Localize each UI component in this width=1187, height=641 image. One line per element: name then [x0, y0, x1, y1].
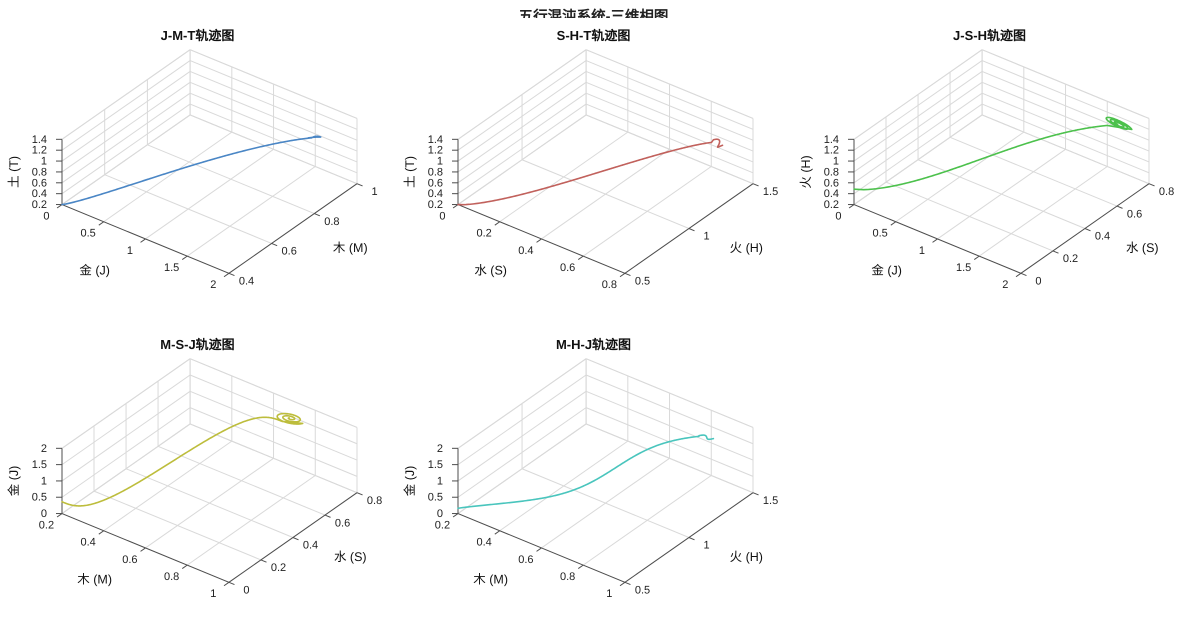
svg-text:木 (M): 木 (M): [473, 572, 508, 586]
svg-text:金 (J): 金 (J): [403, 466, 417, 497]
svg-text:1: 1: [210, 588, 216, 600]
svg-text:1: 1: [703, 540, 709, 552]
svg-text:土 (T): 土 (T): [403, 156, 417, 188]
svg-text:S-H-T轨迹图: S-H-T轨迹图: [557, 28, 631, 43]
svg-text:0.8: 0.8: [32, 166, 47, 178]
svg-text:0.4: 0.4: [239, 276, 254, 288]
svg-text:1.5: 1.5: [32, 459, 47, 471]
svg-text:0.5: 0.5: [428, 492, 443, 504]
svg-text:0.4: 0.4: [824, 188, 839, 200]
svg-text:0.2: 0.2: [428, 199, 443, 211]
svg-text:金 (J): 金 (J): [7, 466, 21, 497]
svg-text:0.5: 0.5: [873, 228, 888, 240]
svg-text:火 (H): 火 (H): [730, 550, 763, 564]
svg-text:火 (H): 火 (H): [730, 241, 763, 255]
svg-text:0: 0: [439, 210, 445, 222]
svg-text:1.4: 1.4: [824, 134, 839, 146]
svg-text:0.6: 0.6: [335, 517, 350, 529]
svg-text:0.8: 0.8: [164, 571, 179, 583]
svg-text:1: 1: [372, 186, 378, 198]
svg-text:0.5: 0.5: [32, 492, 47, 504]
svg-text:1: 1: [41, 156, 47, 168]
svg-text:0.6: 0.6: [824, 177, 839, 189]
svg-text:0.4: 0.4: [428, 188, 443, 200]
svg-text:0.8: 0.8: [324, 216, 339, 228]
svg-text:1: 1: [606, 588, 612, 600]
svg-text:水 (S): 水 (S): [1126, 241, 1159, 255]
svg-text:0.6: 0.6: [32, 177, 47, 189]
svg-text:1.2: 1.2: [824, 145, 839, 157]
svg-text:J-M-T轨迹图: J-M-T轨迹图: [161, 28, 235, 43]
svg-text:2: 2: [1002, 279, 1008, 291]
svg-text:0.8: 0.8: [367, 495, 382, 507]
svg-text:0: 0: [835, 210, 841, 222]
svg-text:1: 1: [437, 156, 443, 168]
svg-text:0.5: 0.5: [635, 585, 650, 597]
svg-text:0.5: 0.5: [81, 228, 96, 240]
svg-text:1: 1: [833, 156, 839, 168]
svg-text:0.6: 0.6: [1127, 208, 1142, 220]
svg-text:水 (S): 水 (S): [334, 550, 367, 564]
svg-text:0: 0: [41, 508, 47, 520]
svg-text:0.2: 0.2: [271, 562, 286, 574]
svg-text:0: 0: [43, 210, 49, 222]
svg-text:0.4: 0.4: [518, 245, 533, 257]
svg-text:0.2: 0.2: [435, 519, 450, 531]
svg-text:0.8: 0.8: [560, 571, 575, 583]
svg-text:0.2: 0.2: [824, 199, 839, 211]
svg-text:0.4: 0.4: [81, 537, 96, 549]
svg-text:1: 1: [41, 475, 47, 487]
svg-text:0: 0: [437, 508, 443, 520]
svg-text:0.8: 0.8: [1159, 186, 1174, 198]
svg-text:1.5: 1.5: [763, 186, 778, 198]
svg-text:0.6: 0.6: [518, 554, 533, 566]
svg-text:1.5: 1.5: [428, 459, 443, 471]
svg-text:1: 1: [127, 245, 133, 257]
svg-text:1.2: 1.2: [428, 145, 443, 157]
svg-text:0.2: 0.2: [477, 228, 492, 240]
svg-text:金 (J): 金 (J): [871, 263, 902, 277]
svg-text:1: 1: [703, 231, 709, 243]
svg-text:木 (M): 木 (M): [77, 572, 112, 586]
svg-text:0.5: 0.5: [635, 276, 650, 288]
svg-text:0.2: 0.2: [39, 519, 54, 531]
svg-text:1.4: 1.4: [428, 134, 443, 146]
svg-text:1.5: 1.5: [164, 262, 179, 274]
svg-text:金 (J): 金 (J): [79, 263, 110, 277]
svg-text:0.6: 0.6: [560, 262, 575, 274]
svg-text:0.4: 0.4: [477, 537, 492, 549]
svg-text:1.2: 1.2: [32, 145, 47, 157]
svg-text:水 (S): 水 (S): [474, 263, 507, 277]
svg-text:0.8: 0.8: [428, 166, 443, 178]
svg-text:M-H-J轨迹图: M-H-J轨迹图: [556, 337, 631, 352]
svg-text:0.4: 0.4: [32, 188, 47, 200]
svg-text:1: 1: [919, 245, 925, 257]
svg-text:M-S-J轨迹图: M-S-J轨迹图: [160, 337, 234, 352]
svg-text:0.2: 0.2: [1063, 253, 1078, 265]
svg-text:1.4: 1.4: [32, 134, 47, 146]
svg-text:1: 1: [437, 475, 443, 487]
svg-text:0: 0: [243, 585, 249, 597]
svg-text:土 (T): 土 (T): [7, 156, 21, 188]
svg-text:0.4: 0.4: [303, 540, 318, 552]
svg-text:0.4: 0.4: [1095, 231, 1110, 243]
svg-text:2: 2: [437, 443, 443, 455]
svg-text:2: 2: [41, 443, 47, 455]
svg-text:1.5: 1.5: [956, 262, 971, 274]
svg-text:0: 0: [1035, 276, 1041, 288]
svg-text:0.2: 0.2: [32, 199, 47, 211]
svg-text:2: 2: [210, 279, 216, 291]
svg-text:J-S-H轨迹图: J-S-H轨迹图: [953, 28, 1026, 43]
svg-text:木 (M): 木 (M): [333, 241, 368, 255]
svg-text:0.6: 0.6: [282, 246, 297, 258]
svg-text:火 (H): 火 (H): [799, 155, 813, 188]
svg-text:0.8: 0.8: [602, 279, 617, 291]
svg-text:0.6: 0.6: [428, 177, 443, 189]
svg-text:0.6: 0.6: [122, 554, 137, 566]
svg-text:0.8: 0.8: [824, 166, 839, 178]
svg-text:1.5: 1.5: [763, 495, 778, 507]
